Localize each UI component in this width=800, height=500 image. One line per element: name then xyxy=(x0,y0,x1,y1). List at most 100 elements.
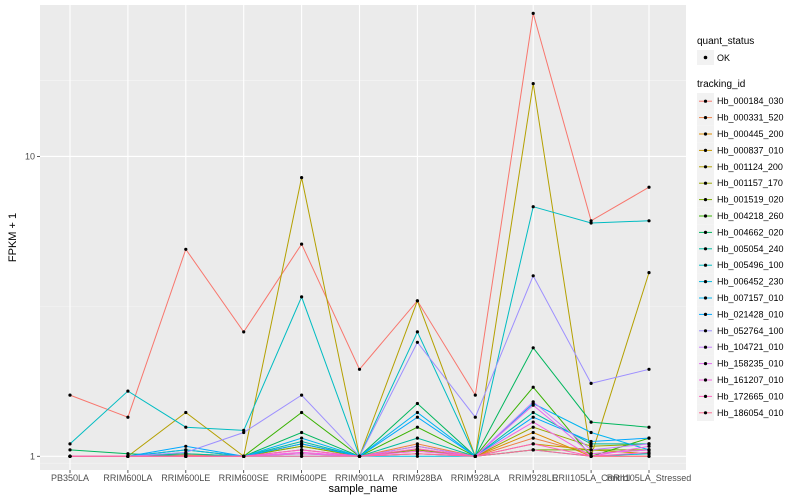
legend-items: Hb_000184_030 Hb_000331_520 Hb_000445_200 H… xyxy=(697,93,784,421)
legend-label-Hb_007157_010: Hb_007157_010 xyxy=(717,293,784,303)
data-point xyxy=(589,420,593,424)
x-axis-title: sample_name xyxy=(328,483,397,495)
data-point xyxy=(531,82,535,86)
x-axis-ticks: PB350LA RRIM600LA RRIM600LE RRIM600SE RRIM60… xyxy=(51,470,691,483)
data-point xyxy=(647,185,651,189)
data-point xyxy=(531,11,535,15)
data-point xyxy=(531,205,535,209)
plot-panel xyxy=(40,5,686,470)
data-point xyxy=(126,454,130,458)
data-point xyxy=(242,330,246,334)
data-point xyxy=(589,439,593,444)
legend-label-Hb_001519_020: Hb_001519_020 xyxy=(717,195,784,205)
data-point xyxy=(415,454,419,458)
data-point xyxy=(68,393,72,397)
legend-swatch-point xyxy=(703,280,708,284)
legend-label-Hb_005496_100: Hb_005496_100 xyxy=(717,260,784,270)
legend-label-Hb_001157_170: Hb_001157_170 xyxy=(717,178,783,188)
data-point xyxy=(589,381,593,385)
legend: quant_status OK tracking_id Hb_000184_03… xyxy=(697,36,784,421)
data-point xyxy=(242,454,246,458)
x-tick-label: RRIM928LA xyxy=(451,473,500,483)
data-point xyxy=(184,444,188,448)
y-tick-label: 10 xyxy=(25,151,35,161)
data-points xyxy=(68,11,651,458)
data-point xyxy=(647,219,651,223)
data-point xyxy=(300,410,304,415)
legend-label-Hb_004662_020: Hb_004662_020 xyxy=(717,227,784,237)
data-point xyxy=(300,448,304,452)
legend-swatch-point xyxy=(703,411,708,415)
data-point xyxy=(531,425,535,429)
legend-label-Hb_001124_200: Hb_001124_200 xyxy=(717,162,783,172)
data-point xyxy=(415,436,419,440)
x-tick-label: RRIM600LA xyxy=(103,473,152,483)
data-point xyxy=(300,450,304,454)
legend-label-Hb_172665_010: Hb_172665_010 xyxy=(717,391,784,401)
legend-label-Hb_158235_010: Hb_158235_010 xyxy=(717,359,784,369)
data-point xyxy=(473,415,477,419)
data-point xyxy=(415,444,419,448)
legend-label-Hb_000184_030: Hb_000184_030 xyxy=(717,96,784,106)
legend-label-Hb_021428_010: Hb_021428_010 xyxy=(717,309,784,319)
legend-swatch-point xyxy=(703,329,708,333)
legend-label-Hb_004218_260: Hb_004218_260 xyxy=(717,211,784,221)
legend-label-Hb_052764_100: Hb_052764_100 xyxy=(717,326,784,336)
data-point xyxy=(531,420,535,424)
data-point xyxy=(415,449,419,453)
data-point xyxy=(473,454,477,458)
data-point xyxy=(415,340,419,344)
x-tick-label: RRIM901LA xyxy=(335,473,384,483)
data-point xyxy=(415,415,419,419)
data-point xyxy=(68,454,72,458)
legend-label-Hb_186054_010: Hb_186054_010 xyxy=(717,408,784,418)
data-point xyxy=(589,221,593,225)
data-point xyxy=(473,393,477,397)
legend-key-ok-point xyxy=(703,55,708,60)
x-tick-label: RRIM600PE xyxy=(277,473,327,483)
data-point xyxy=(589,219,593,223)
y-axis-title: FPKM + 1 xyxy=(7,213,19,262)
data-point xyxy=(415,425,419,429)
legend-swatch-point xyxy=(703,181,708,185)
data-point xyxy=(300,430,304,435)
legend-swatch-point xyxy=(703,247,708,251)
data-point xyxy=(300,176,304,180)
data-point xyxy=(415,401,419,406)
data-point xyxy=(300,439,304,444)
x-tick-label: RRIM928LE xyxy=(509,473,558,483)
data-point xyxy=(184,450,188,454)
data-point xyxy=(531,403,535,407)
data-point xyxy=(531,410,535,415)
legend-label-Hb_000445_200: Hb_000445_200 xyxy=(717,129,784,139)
data-point xyxy=(531,385,535,389)
data-point xyxy=(647,271,651,275)
legend-swatch-point xyxy=(703,362,708,366)
x-tick-label: RRIM600SE xyxy=(219,473,269,483)
data-point xyxy=(531,436,535,440)
data-point xyxy=(647,448,651,452)
legend-tracking-id-title: tracking_id xyxy=(697,79,745,90)
data-point xyxy=(589,452,593,456)
data-point xyxy=(531,448,535,452)
data-point xyxy=(589,454,593,458)
legend-label-Hb_006452_230: Hb_006452_230 xyxy=(717,277,784,287)
x-tick-label: RRII105LA_Stressed xyxy=(607,473,692,483)
data-point xyxy=(415,410,419,415)
legend-swatch-point xyxy=(703,116,708,120)
data-point xyxy=(126,452,130,456)
data-point xyxy=(589,430,593,435)
data-point xyxy=(242,430,246,435)
data-point xyxy=(357,454,362,458)
data-point xyxy=(300,393,304,397)
legend-label-Hb_000331_520: Hb_000331_520 xyxy=(717,113,784,123)
data-point xyxy=(68,442,72,446)
data-point xyxy=(415,299,419,303)
legend-label-Hb_161207_010: Hb_161207_010 xyxy=(717,375,784,385)
legend-label-Hb_000837_010: Hb_000837_010 xyxy=(717,145,784,155)
x-tick-label: RRII105LA_Control xyxy=(552,473,630,483)
data-point xyxy=(589,442,593,446)
x-tick-label: PB350LA xyxy=(51,473,89,483)
data-point xyxy=(184,247,188,251)
